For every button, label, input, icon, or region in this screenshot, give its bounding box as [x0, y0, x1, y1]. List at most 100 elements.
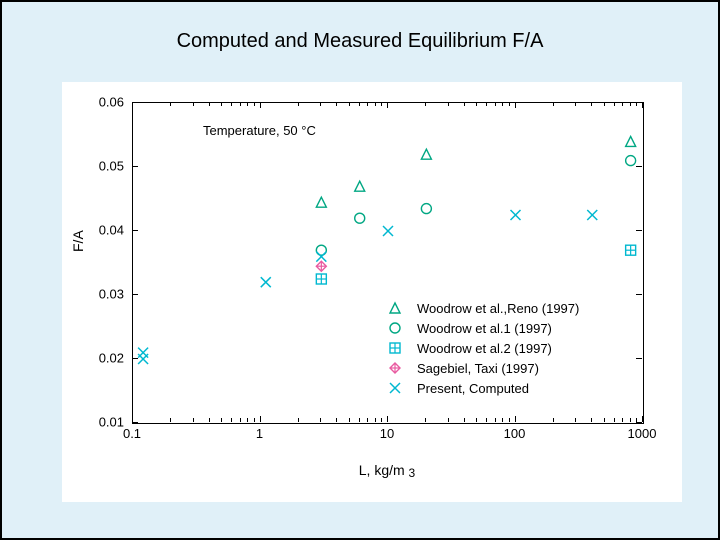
data-point-woodrow1	[626, 156, 636, 166]
data-point-present	[316, 252, 326, 262]
x-tick	[387, 102, 388, 108]
x-minor-tick	[502, 102, 503, 106]
x-minor-tick	[636, 418, 637, 422]
x-tick	[132, 416, 133, 422]
x-minor-tick	[553, 102, 554, 106]
x-minor-tick	[298, 418, 299, 422]
x-minor-tick	[509, 102, 510, 106]
x-minor-tick	[622, 418, 623, 422]
y-tick-label: 0.02	[84, 351, 124, 366]
y-tick	[636, 230, 642, 231]
data-point-woodrow1	[355, 213, 365, 223]
data-point-woodrow1	[421, 204, 431, 214]
x-minor-tick	[486, 102, 487, 106]
x-minor-tick	[247, 418, 248, 422]
x-tick-label: 0.1	[123, 426, 141, 441]
x-minor-tick	[170, 102, 171, 106]
x-minor-tick	[240, 102, 241, 106]
x-minor-tick	[448, 418, 449, 422]
x-minor-tick	[553, 418, 554, 422]
x-minor-tick	[254, 418, 255, 422]
x-minor-tick	[486, 418, 487, 422]
x-minor-tick	[604, 102, 605, 106]
slide-title: Computed and Measured Equilibrium F/A	[2, 30, 718, 53]
data-point-woodrow2	[626, 245, 636, 255]
x-minor-tick	[448, 102, 449, 106]
plot-area: Temperature, 50 °C Woodrow et al.,Reno (…	[132, 102, 644, 424]
y-tick	[636, 358, 642, 359]
x-tick	[260, 102, 261, 108]
x-minor-tick	[495, 102, 496, 106]
y-tick-label: 0.03	[84, 287, 124, 302]
x-minor-tick	[575, 418, 576, 422]
y-tick	[636, 422, 642, 423]
y-tick-label: 0.04	[84, 223, 124, 238]
x-minor-tick	[320, 102, 321, 106]
x-minor-tick	[464, 102, 465, 106]
x-minor-tick	[359, 418, 360, 422]
y-tick	[132, 294, 138, 295]
x-minor-tick	[320, 418, 321, 422]
x-minor-tick	[604, 418, 605, 422]
y-tick	[132, 230, 138, 231]
chart-panel: F/A L, kg/m 3 Temperature, 50 °C Woodrow…	[62, 82, 682, 502]
x-minor-tick	[221, 418, 222, 422]
x-minor-tick	[349, 102, 350, 106]
x-minor-tick	[502, 418, 503, 422]
x-minor-tick	[254, 102, 255, 106]
x-minor-tick	[636, 102, 637, 106]
data-point-woodrow2	[316, 274, 326, 284]
x-minor-tick	[375, 418, 376, 422]
marker-layer	[133, 103, 643, 423]
x-tick	[515, 102, 516, 108]
y-tick	[636, 294, 642, 295]
y-tick	[132, 422, 138, 423]
x-tick-label: 100	[504, 426, 526, 441]
x-minor-tick	[591, 102, 592, 106]
x-tick-label: 10	[380, 426, 394, 441]
x-minor-tick	[575, 102, 576, 106]
x-minor-tick	[630, 418, 631, 422]
data-point-present	[261, 277, 271, 287]
x-minor-tick	[425, 102, 426, 106]
x-minor-tick	[614, 102, 615, 106]
y-tick-label: 0.05	[84, 159, 124, 174]
data-point-woodrow_reno	[355, 181, 365, 191]
x-minor-tick	[495, 418, 496, 422]
slide-frame: Computed and Measured Equilibrium F/A F/…	[0, 0, 720, 540]
x-minor-tick	[240, 418, 241, 422]
x-minor-tick	[193, 102, 194, 106]
x-tick	[515, 416, 516, 422]
data-point-sagebiel	[316, 261, 326, 271]
x-minor-tick	[221, 102, 222, 106]
data-point-woodrow_reno	[421, 149, 431, 159]
y-tick-label: 0.06	[84, 95, 124, 110]
x-minor-tick	[209, 102, 210, 106]
x-axis-label-prefix: L, kg/m	[359, 462, 405, 478]
x-minor-tick	[336, 418, 337, 422]
data-point-present	[511, 210, 521, 220]
x-minor-tick	[336, 102, 337, 106]
data-point-woodrow_reno	[316, 197, 326, 207]
x-minor-tick	[381, 418, 382, 422]
x-tick	[642, 102, 643, 108]
data-point-present	[138, 348, 148, 358]
x-minor-tick	[464, 418, 465, 422]
x-minor-tick	[209, 418, 210, 422]
x-tick	[387, 416, 388, 422]
x-minor-tick	[614, 418, 615, 422]
x-minor-tick	[381, 102, 382, 106]
data-point-present	[383, 226, 393, 236]
x-tick	[132, 102, 133, 108]
x-minor-tick	[367, 418, 368, 422]
x-minor-tick	[170, 418, 171, 422]
x-minor-tick	[193, 418, 194, 422]
x-tick-label: 1000	[628, 426, 657, 441]
x-minor-tick	[591, 418, 592, 422]
x-minor-tick	[476, 102, 477, 106]
x-tick-label: 1	[256, 426, 263, 441]
x-tick	[260, 416, 261, 422]
x-minor-tick	[622, 102, 623, 106]
x-minor-tick	[476, 418, 477, 422]
x-axis-label-exponent: 3	[409, 466, 416, 480]
